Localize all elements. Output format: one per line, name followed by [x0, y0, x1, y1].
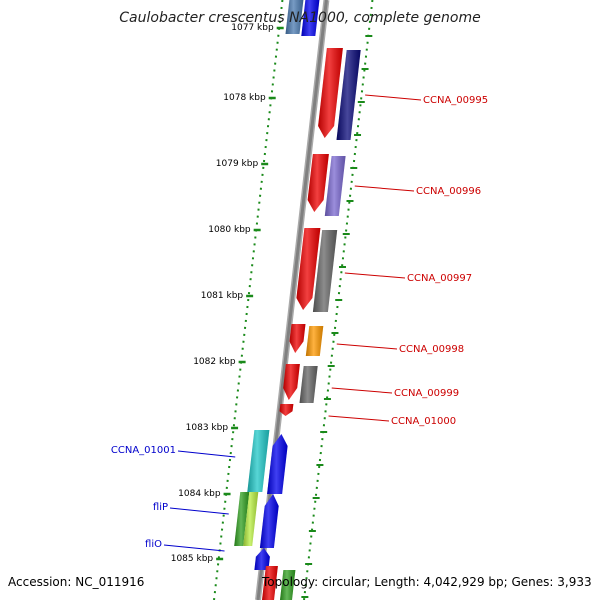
gene-label-left: fliO	[145, 539, 162, 550]
gene-ccna-01000-shade	[279, 404, 294, 416]
leader-right	[354, 185, 415, 192]
gene-ccna-01000	[279, 404, 294, 416]
kbp-ticks	[216, 26, 373, 598]
kbp-label: 1083 kbp	[186, 423, 229, 433]
partial-feature-red-shade	[262, 566, 278, 600]
cog-ccna-00995	[336, 50, 361, 140]
cog-ccna-00997	[312, 230, 338, 312]
label-leaders	[163, 94, 422, 552]
gene-ccna-00997	[296, 228, 321, 310]
gene-ccna-01001-shade	[267, 434, 288, 494]
partial-feature-blue	[301, 0, 320, 36]
leader-left	[169, 507, 229, 515]
cog-flip-a	[234, 492, 250, 546]
gene-ccna-00998-shade	[289, 324, 306, 353]
topology-text: Topology: circular; Length: 4,042,929 bp…	[262, 575, 592, 589]
kbp-label: 1079 kbp	[216, 159, 259, 169]
cog-ccna-00995-shade	[336, 50, 361, 140]
gene-ccna-00996-shade	[307, 154, 329, 212]
gene-label-right: CCNA_01000	[391, 416, 456, 427]
gene-label-right: CCNA_00999	[394, 388, 459, 399]
kbp-label: 1077 kbp	[231, 23, 274, 33]
kbp-label: 1080 kbp	[208, 225, 251, 235]
cog-ccna-01001	[247, 430, 270, 492]
gene-label-left: fliP	[153, 502, 168, 513]
leader-right	[365, 94, 422, 101]
gene-label-left: CCNA_01001	[111, 445, 176, 456]
leader-left	[177, 450, 236, 458]
partial-feature-blue-shade	[301, 0, 320, 36]
partial-feature-red	[262, 566, 278, 600]
partial-feature-green-shade	[280, 570, 296, 600]
leader-right	[328, 415, 390, 422]
cog-ccna-00996-shade	[324, 156, 346, 216]
gene-flio-shade	[254, 548, 270, 570]
gene-features	[234, 0, 361, 600]
cog-flip-b-shade	[243, 492, 259, 546]
gene-ccna-00998	[289, 324, 306, 353]
gene-flip	[259, 494, 279, 548]
leader-left	[163, 544, 225, 552]
cog-ccna-00997-shade	[312, 230, 338, 312]
leader-right	[336, 343, 398, 350]
partial-feature-green	[280, 570, 296, 600]
gene-flio	[254, 548, 270, 570]
gene-flip-shade	[259, 494, 279, 548]
partial-feature-steel-shade	[285, 0, 304, 34]
cog-ccna-00996	[324, 156, 346, 216]
gene-ccna-00995	[318, 48, 343, 138]
kbp-label: 1085 kbp	[171, 554, 214, 564]
cog-ccna-00998-shade	[305, 326, 324, 356]
kbp-label: 1084 kbp	[178, 489, 221, 499]
gene-ccna-00997-shade	[296, 228, 321, 310]
cog-ccna-01001-shade	[247, 430, 270, 492]
cog-ccna-00998	[305, 326, 324, 356]
gene-label-right: CCNA_00995	[423, 95, 488, 106]
map-title: Caulobacter crescentus NA1000, complete …	[119, 10, 481, 26]
cog-ccna-00999	[299, 366, 318, 403]
gene-ccna-00999	[283, 364, 300, 400]
labels: 1077 kbp 1078 kbp 1079 kbp 1080 kbp 1081 kbp…	[111, 23, 488, 564]
inner-dotted-guide	[213, 0, 284, 600]
partial-feature-steel	[285, 0, 304, 34]
leader-right	[331, 387, 393, 394]
cog-flip-a-shade	[234, 492, 250, 546]
gene-label-right: CCNA_00998	[399, 344, 464, 355]
kbp-label: 1081 kbp	[201, 291, 244, 301]
kbp-label: 1082 kbp	[193, 357, 236, 367]
accession-text: Accession: NC_011916	[8, 575, 145, 589]
gene-ccna-00995-shade	[318, 48, 343, 138]
gene-ccna-01001	[267, 434, 288, 494]
gene-label-right: CCNA_00996	[416, 186, 481, 197]
gene-label-right: CCNA_00997	[407, 273, 472, 284]
gene-ccna-00996	[307, 154, 329, 212]
cog-ccna-00999-shade	[299, 366, 318, 403]
leader-right	[344, 272, 406, 279]
kbp-label: 1078 kbp	[223, 93, 266, 103]
cog-flip-b	[243, 492, 259, 546]
gene-ccna-00999-shade	[283, 364, 300, 400]
